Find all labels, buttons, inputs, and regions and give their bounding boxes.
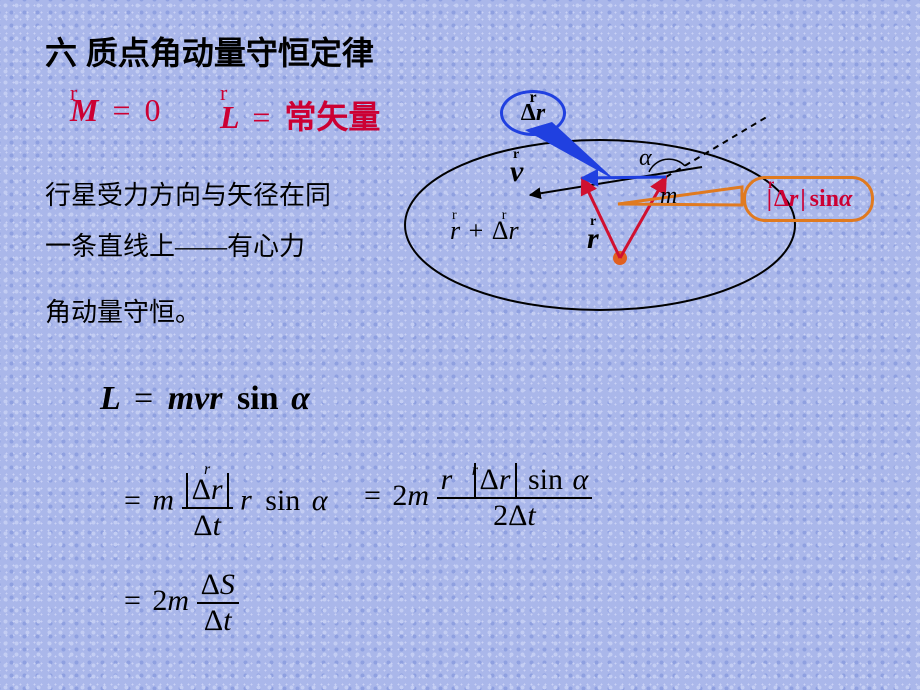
alpha-dash	[666, 115, 770, 177]
fraction: ΔS Δt	[197, 570, 239, 636]
formula-l-mvrsin: L = mvr sin α	[100, 380, 310, 418]
sym-2: 2	[493, 499, 508, 532]
sym-m: m	[407, 479, 429, 512]
sym-alpha: α	[571, 463, 589, 496]
sym-t: t	[213, 509, 221, 542]
label-alpha: α	[639, 145, 652, 172]
sym-m: m	[152, 484, 174, 517]
sym-delta: Δ	[192, 473, 211, 506]
fn-sin: sin	[524, 463, 563, 496]
label-r: r r	[587, 222, 599, 256]
callout-dr: r Δr	[500, 90, 566, 136]
sym-m: m	[167, 584, 189, 617]
fraction: r Δr Δt	[182, 465, 233, 541]
vec-mark: r	[70, 80, 77, 106]
op-eq: =	[120, 584, 145, 617]
sym-r: r	[789, 186, 798, 213]
paragraph-2: 一条直线上——有心力	[45, 226, 305, 263]
label-m: m	[660, 183, 677, 210]
vec-mark: r	[590, 214, 596, 230]
vec-mark: r	[513, 147, 519, 163]
sym-S: S	[220, 568, 235, 601]
fraction: r r Δr sin α 2Δt	[437, 465, 593, 531]
callout-dr-sin-alpha: r |Δr| sinα	[743, 176, 874, 222]
sym-r: r	[499, 463, 511, 496]
eq-rhs: 0	[145, 92, 161, 128]
vec-mark: r	[502, 208, 507, 224]
fn-sin: sin	[231, 380, 279, 417]
label-v: r v	[510, 155, 523, 189]
callout-orange-pointer	[618, 187, 742, 205]
op-plus: +	[467, 216, 486, 245]
sym-alpha: α	[839, 186, 852, 213]
sym-alpha: α	[287, 380, 310, 417]
eq-rhs: 常矢量	[284, 99, 380, 135]
sym-t: t	[527, 499, 535, 532]
sym-r: r	[509, 216, 519, 245]
sym-2: 2	[392, 479, 407, 512]
dr-vector	[582, 177, 666, 178]
sym-v: v	[194, 380, 209, 417]
fn-sin: sin	[808, 186, 839, 213]
formula-step-a: = m r Δr Δt r sin α	[120, 465, 328, 541]
eq-op: =	[106, 92, 136, 128]
vec-mark: r	[768, 177, 774, 193]
vec-mark: r	[529, 89, 536, 107]
vec-mark: r	[452, 208, 457, 224]
sym-delta: Δ	[204, 604, 223, 637]
sym-r: r	[211, 473, 223, 506]
sym-r: r	[209, 380, 222, 417]
sym-delta: Δ	[201, 568, 220, 601]
sym-alpha: α	[308, 484, 328, 517]
bar-r: |	[798, 186, 807, 213]
equation-m-zero: r M = 0	[70, 92, 161, 129]
formula-step-b: = 2m r r Δr sin α 2Δt	[360, 465, 592, 531]
label-r-plus-dr: r r + r Δr	[450, 216, 519, 246]
vec-mark: r	[220, 80, 227, 106]
sym-m: m	[168, 380, 194, 417]
sym-delta: Δ	[508, 499, 527, 532]
op-eq: =	[360, 479, 385, 512]
sym-delta: Δ	[193, 509, 212, 542]
sym-delta: Δ	[480, 463, 499, 496]
sym-r: r	[536, 100, 545, 127]
section-title: 六 质点角动量守恒定律	[45, 28, 374, 74]
equation-l-const: r L = 常矢量	[220, 92, 380, 138]
sym-delta: Δ	[774, 186, 789, 213]
paragraph-1: 行星受力方向与矢径在同	[45, 175, 331, 212]
sym-t: t	[223, 604, 231, 637]
op-eq: =	[128, 380, 159, 417]
op-eq: =	[120, 484, 145, 517]
sym-L: L	[100, 380, 120, 417]
sym-2: 2	[152, 584, 167, 617]
fn-sin: sin	[259, 484, 300, 517]
eq-op: =	[246, 99, 276, 135]
paragraph-3: 角动量守恒。	[45, 292, 201, 329]
sym-r: r	[441, 463, 453, 496]
formula-step-c: = 2m ΔS Δt	[120, 570, 239, 636]
sym-r: r	[240, 484, 252, 517]
